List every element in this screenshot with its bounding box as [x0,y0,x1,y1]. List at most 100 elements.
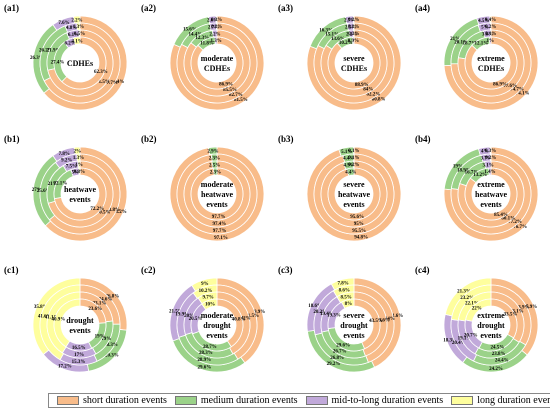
value-label-b3-ring1-short: 94.8% [354,236,368,241]
panel-a1: (a1) 64% 26.3% 7.6%2.2% 67.7% 26.2% 4.8%1.3% 71… [4,3,128,111]
value-label-a3-ring4-mid-to-long: 0.9% [348,39,359,44]
value-label-a4-ring2-medium: 20.1% [454,41,468,46]
value-label-c3-ring2-mid-to-long: 20.2% [313,310,327,315]
value-label-a2-ring1-medium: 15.6% [183,28,197,33]
value-label-b1-ring4-short: 72.2% [90,207,104,212]
value-label-c4-ring3-mid-to-long: 19.1% [458,337,472,342]
value-label-a2-ring1-long: 0.3% [211,18,222,23]
center-label-b3-3: events [343,200,364,209]
value-label-c4-ring3-long: 22.1% [465,301,479,306]
value-label-b1-ring1-medium: 27% [32,188,42,193]
value-label-a1-ring4-mid-to-long: 6.2% [65,41,76,46]
value-label-c1-ring1-mid-to-long: 17.2% [58,364,72,369]
center-label-c1-2: events [69,326,90,335]
value-label-c1-ring3-short: 23.1% [93,302,107,307]
value-label-c3-ring1-long: 7.8% [338,282,349,287]
panel-c4: (c4) 35.9% 24.2% 18.3% 21.3% 33.9% 24.4% 20.4% 2… [415,265,539,373]
value-label-b4-ring2-short: 77.2% [508,220,522,225]
value-label-c3-ring3-short: 43.6% [376,319,390,324]
panel-c3: (c3) 41.6% 29.2% 18.6% 7.8% 44% 26.8% 20.2% 8.6%… [278,265,403,373]
value-label-b3-ring1-medium: 5.1% [341,150,352,155]
value-label-b1-ring4-mid-to-long: 5% [72,171,80,176]
value-label-c2-ring4-mid-to-long: 20.5% [189,317,203,322]
value-label-c3-ring4-long: 8% [345,302,353,307]
panel-label-c1: (c1) [4,265,19,275]
value-label-a4-ring3-medium: 18.7% [463,42,477,47]
value-label-c1-ring1-short: 26.8% [106,295,120,300]
value-label-c4-ring1-medium: 24.2% [489,367,503,372]
value-label-a4-ring3-mid-to-long: 3.6% [482,32,493,37]
value-label-b2-ring2-medium: 2.3% [209,156,220,161]
legend-swatch-mid-to-long [305,396,328,405]
value-label-a2-ring2-long: 0.2% [211,25,222,30]
center-label-b4-2: heatwave [475,190,507,199]
value-label-b1-ring1-long: 2% [74,149,82,154]
panel-a4: (a4) 74.1% 21% 4.5%0.4% 74.7% 20.1% 5%0.2% 77.6… [415,3,539,111]
value-label-a3-ring3-long: 0.2% [348,32,359,37]
value-label-c2-ring3-mid-to-long: 20% [184,314,194,319]
value-label-a1-ring2-medium: 26.2% [39,49,53,54]
value-label-c1-ring4-mid-to-long: 16.5% [72,346,86,351]
value-label-c3-ring2-short: 44% [385,317,395,322]
legend-label-long: long duration events [477,395,550,406]
value-label-b4-ring1-short: 76.7% [513,225,527,230]
panel-label-b1: (b1) [4,134,20,144]
segment-c4-ring4-long [465,298,492,322]
value-label-c1-ring3-mid-to-long: 17% [74,353,84,358]
value-label-c2-ring3-medium: 28.3% [199,351,213,356]
value-label-c2-ring2-medium: 28.9% [197,358,211,363]
panel-b4: (b4) 76.7% 19% 4%0.3% 77.2% 18.9% 3.7%0.2% 80.1… [415,134,539,242]
segment-c2-ring4-long [201,298,218,311]
value-label-c3-ring1-medium: 29.2% [327,362,341,367]
value-label-a1-ring2-long: 1.3% [73,25,84,30]
center-label-b3-1: severe [343,180,365,189]
value-label-c4-ring4-mid-to-long: 20.7% [464,333,478,338]
value-label-c2-ring2-mid-to-long: 19.9% [175,313,189,318]
value-label-a1-ring1-mid-to-long: 7.6% [58,21,69,26]
value-label-c1-ring4-short: 23.6% [88,307,102,312]
value-label-c3-ring4-mid-to-long: 19.3% [327,314,341,319]
value-label-b3-ring2-mid-to-long: 0.1% [348,156,359,161]
value-label-c3-ring2-medium: 26.8% [330,356,344,361]
value-label-a1-ring2-short: 67.7% [104,81,118,86]
legend-label-mid-to-long: mid-to-long duration events [331,395,444,406]
panel-label-a2: (a2) [141,3,156,13]
value-label-b3-ring2-medium: 4.4% [343,157,354,162]
value-label-a1-ring3-long: 0.5% [74,32,85,37]
panel-label-a4: (a4) [415,3,430,13]
center-label-a4-2: CDHEs [478,64,504,73]
value-label-c4-ring2-short: 33.9% [516,305,530,310]
segment-a3-ring4-short [327,36,381,90]
center-label-c4-2: drought [477,321,505,330]
figure: (a1)64%26.3%7.6%2.2%67.7%26.2%4.8%1.3%71… [4,3,539,373]
panel-label-b4: (b4) [415,134,431,144]
value-label-a2-ring1-mid-to-long: 2.6% [207,18,218,23]
panel-b3: (b3)94.8%5.1%0.1%95.5%4.4%0.1%95%4.9%0.2… [278,134,402,242]
center-label-b1-1: heatwave [64,185,96,194]
segment-c3-ring4-long [340,298,355,309]
value-label-b2-ring2-short: 97.7% [213,229,227,234]
panel-a3: (a3)80.8%16.3%2.7%0.2%82.2%15.1%2.5%0.2%… [278,3,402,111]
value-label-c1-ring2-mid-to-long: 15.3% [72,360,86,365]
value-label-a4-ring2-mid-to-long: 5% [481,26,489,31]
value-label-c4-ring1-long: 21.3% [457,290,471,295]
value-label-a1-ring1-short: 64% [114,80,124,85]
value-label-b2-ring1-short: 97.1% [214,236,228,241]
value-label-b3-ring4-medium: 4.4% [345,170,356,175]
value-label-c3-ring3-long: 8.5% [340,295,351,300]
value-label-b4-ring4-short: 85.4% [494,213,508,218]
center-label-a2-2: CDHEs [204,64,230,73]
legend-item-mid-to-long: mid-to-long duration events [305,395,444,406]
center-label-b4-1: extreme [477,180,505,189]
value-label-b2-ring3-short: 97.4% [212,222,226,227]
center-label-b2-3: events [206,200,227,209]
value-label-b3-ring1-mid-to-long: 0.1% [348,149,359,154]
value-label-b4-ring1-medium: 19% [453,165,463,170]
value-label-a1-ring4-long: 4.1% [71,39,82,44]
value-label-c3-ring4-medium: 29.6% [336,343,350,348]
value-label-c2-ring2-short: 41.5% [245,314,259,319]
center-label-b2-2: heatwave [201,190,233,199]
legend: short duration events medium duration ev… [48,393,550,408]
value-label-a4-ring2-long: 0.2% [485,25,496,30]
value-label-b4-ring3-medium: 16.7% [465,171,479,176]
